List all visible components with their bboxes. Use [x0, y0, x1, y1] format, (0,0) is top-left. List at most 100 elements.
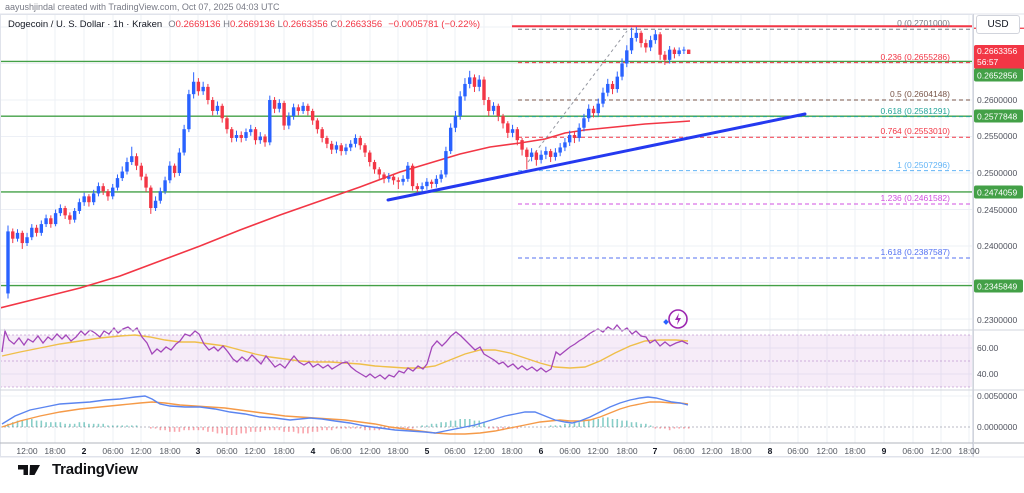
macd-histogram-bar — [197, 427, 200, 431]
time-axis-label: 18:00 — [44, 446, 66, 456]
time-axis-label: 18:00 — [616, 446, 638, 456]
candle-body — [215, 105, 220, 111]
candle-body — [391, 176, 396, 181]
candle-body — [277, 102, 282, 109]
candle-body — [634, 32, 639, 38]
macd-histogram-bar — [321, 427, 323, 431]
candle-body — [225, 118, 229, 130]
macd-histogram-bar — [159, 427, 162, 431]
time-axis-label: 18:00 — [159, 446, 181, 456]
candle-body — [30, 227, 34, 238]
time-axis-label: 4 — [310, 446, 316, 456]
candle-body — [11, 231, 15, 239]
candle-body — [525, 149, 529, 157]
macd-histogram-bar — [430, 423, 433, 427]
candle-body — [368, 152, 372, 163]
price-axis-label: 0.2600000 — [977, 95, 1018, 105]
candle-body — [239, 135, 243, 138]
macd-histogram-bar — [73, 423, 76, 427]
macd-histogram-bar — [592, 419, 595, 427]
candle-body — [577, 127, 581, 138]
macd-histogram-bar — [459, 419, 461, 427]
macd-histogram-bar — [454, 420, 457, 427]
price-axis-label: 40.00 — [977, 369, 999, 379]
time-axis-label: 2 — [81, 446, 87, 456]
candle-body — [653, 34, 658, 41]
candle-body — [20, 232, 24, 244]
candle-body — [320, 129, 324, 138]
macd-histogram-bar — [40, 420, 43, 427]
ohlc-value: 0.2669136 — [230, 19, 278, 30]
macd-histogram-bar — [487, 427, 490, 429]
macd-histogram-bar — [635, 422, 638, 427]
time-axis-label: 18:00 — [387, 446, 409, 456]
candle-body — [444, 151, 448, 175]
chart-legend[interactable]: Dogecoin / U. S. Dollar · 1h · Kraken O0… — [8, 19, 480, 30]
macd-histogram-bar — [421, 425, 423, 427]
macd-histogram-bar — [383, 427, 385, 429]
candle-body — [68, 215, 72, 220]
candle-body — [349, 143, 353, 148]
candle-body — [534, 152, 539, 160]
candle-body — [558, 147, 562, 153]
candle-body — [39, 224, 44, 233]
flash-icon-bolt — [675, 313, 681, 325]
candle-body — [172, 165, 177, 173]
macd-histogram-bar — [683, 427, 685, 429]
macd-histogram-bar — [50, 422, 52, 427]
candle-body — [506, 123, 510, 133]
current-price-value: 0.2663356 — [977, 46, 1018, 56]
candle-body — [134, 156, 139, 166]
candle-body — [44, 218, 48, 225]
candle-body — [53, 213, 58, 225]
ascending-trendline[interactable] — [386, 112, 807, 202]
currency-toggle-button[interactable]: USD — [976, 15, 1020, 34]
candle-body — [553, 152, 558, 157]
macd-histogram-bar — [621, 420, 623, 427]
ohlc-key: L — [277, 19, 283, 30]
candle-body — [187, 94, 191, 130]
macd-histogram-bar — [559, 425, 561, 427]
macd-histogram-bar — [235, 427, 238, 435]
macd-histogram-bar — [107, 425, 109, 427]
time-axis-label: 18:00 — [501, 446, 523, 456]
candle-body — [63, 208, 67, 216]
candle-body — [596, 103, 600, 114]
macd-histogram-bar — [664, 427, 666, 429]
candle-body — [106, 191, 110, 197]
macd-histogram-bar — [359, 427, 362, 429]
candle-body — [629, 37, 634, 51]
macd-histogram-bar — [31, 419, 33, 427]
flash-icon[interactable] — [668, 309, 688, 329]
candle-body — [601, 92, 605, 104]
candle-body — [672, 49, 677, 55]
macd-histogram-bar — [111, 425, 114, 427]
candle-body — [382, 174, 386, 179]
tradingview-logo[interactable]: TradingView — [18, 461, 138, 478]
candle-body — [201, 86, 205, 92]
candle-body — [406, 165, 410, 179]
macd-histogram-bar — [254, 427, 257, 432]
macd-histogram-bar — [554, 425, 557, 427]
candle-body — [253, 129, 258, 141]
candle-body — [458, 96, 462, 117]
macd-histogram-bar — [654, 427, 657, 429]
fib-level-label: 0.764 (0.2553010) — [880, 126, 950, 137]
time-axis-label: 12:00 — [816, 446, 838, 456]
macd-histogram-bar — [278, 427, 281, 431]
candle-body — [658, 34, 662, 55]
candle-body — [177, 152, 182, 173]
candle-body — [363, 145, 367, 153]
candle-body — [15, 232, 20, 239]
bar-marker-dot — [663, 319, 669, 325]
time-axis-label: 9 — [881, 446, 887, 456]
macd-histogram-bar — [173, 427, 176, 432]
candle-body — [529, 152, 534, 157]
candle-body — [677, 50, 681, 55]
price-axis-label: 0.0050000 — [977, 391, 1018, 401]
macd-histogram-bar — [150, 427, 152, 429]
macd-histogram-bar — [259, 427, 262, 432]
candle-body — [472, 77, 477, 87]
ohlc-value: 0.2663356 — [337, 19, 383, 30]
